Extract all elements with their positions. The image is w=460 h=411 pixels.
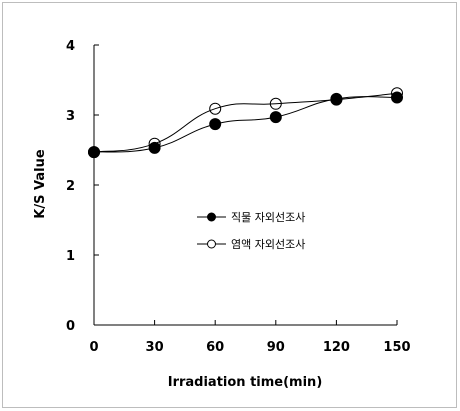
x-tick-label: 150 — [383, 340, 410, 355]
series-line-1 — [93, 96, 398, 153]
y-axis-title: K/S Value — [33, 149, 48, 219]
x-axis-title: Irradiation time(min) — [168, 375, 323, 390]
series-1-point — [209, 118, 222, 131]
y-tick-label: 2 — [66, 179, 75, 194]
series-1-point — [391, 91, 403, 104]
x-tick-label: 0 — [89, 340, 98, 355]
y-tick-label: 3 — [66, 109, 75, 124]
axes — [93, 45, 398, 326]
x-tick-label: 90 — [267, 340, 285, 355]
legend-label-2: 염액 자외선조사 — [231, 238, 305, 251]
series-layer — [88, 87, 403, 159]
y-tick-label: 4 — [66, 39, 75, 54]
legend-label-1: 직물 자외선조사 — [231, 211, 305, 224]
series-2-point — [88, 146, 100, 159]
x-tick-label: 30 — [146, 340, 164, 355]
series-2-point — [148, 137, 161, 150]
x-tick-label: 120 — [323, 340, 350, 355]
legend-marker-1 — [207, 212, 216, 222]
x-tick-label: 60 — [206, 340, 224, 355]
series-2-point — [269, 97, 282, 110]
series-2-point — [209, 102, 222, 115]
series-line-2 — [93, 92, 398, 153]
series-1-point — [269, 111, 282, 124]
y-tick-label: 1 — [66, 249, 75, 264]
series-2-point — [330, 93, 343, 106]
series-2-point — [391, 87, 403, 100]
chart-frame — [2, 2, 457, 408]
series-1-point — [148, 141, 161, 154]
ticks: 0 1 2 3 4 0 30 60 90 120 150 — [66, 39, 411, 355]
y-tick-label: 0 — [66, 319, 75, 334]
legend-marker-2 — [207, 239, 216, 249]
